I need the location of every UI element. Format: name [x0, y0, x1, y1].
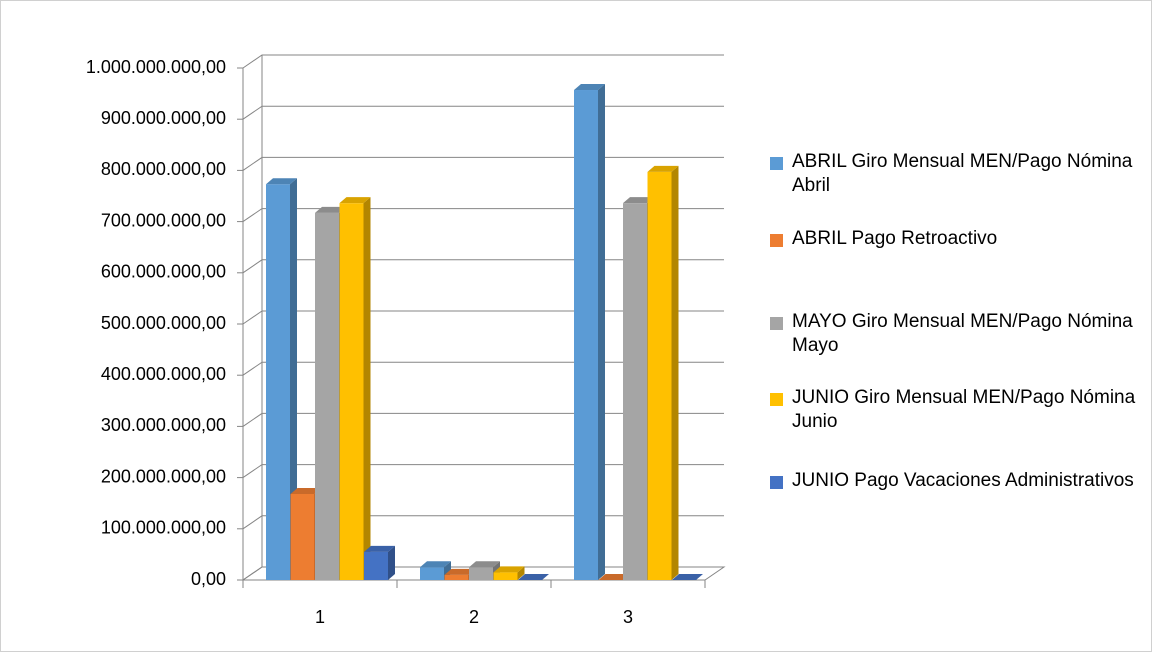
bar-front: [444, 574, 469, 580]
legend-label: MAYO Giro Mensual MEN/Pago Nómina Mayo: [792, 311, 1133, 356]
legend-entry: JUNIO Pago Vacaciones Administrativos: [770, 469, 1137, 493]
x-tick-label: 1: [315, 607, 325, 627]
y-tick-label: 800.000.000,00: [101, 159, 226, 179]
bar-top: [266, 178, 297, 185]
bar-side: [598, 84, 605, 581]
bar-front: [364, 551, 388, 580]
y-tick-label: 500.000.000,00: [101, 313, 226, 333]
bar-top: [315, 206, 346, 213]
bar-side: [388, 545, 395, 580]
bar-top: [623, 197, 654, 204]
legend-swatch: [770, 157, 783, 170]
y-tick-label: 100.000.000,00: [101, 518, 226, 538]
y-tick-label: 400.000.000,00: [101, 364, 226, 384]
x-tick-label: 3: [623, 607, 633, 627]
legend-label: JUNIO Pago Vacaciones Administrativos: [792, 470, 1134, 491]
bar-top: [672, 574, 703, 580]
legend-swatch: [770, 476, 783, 489]
x-tick-label: 2: [469, 607, 479, 627]
bar-front: [493, 572, 518, 580]
y-tick-label: 900.000.000,00: [101, 108, 226, 128]
bar-front: [266, 184, 290, 580]
bar-side: [363, 197, 371, 580]
bar-front: [290, 493, 315, 580]
legend-label: ABRIL Giro Mensual MEN/Pago Nómina Abril: [792, 151, 1133, 196]
bar-front: [574, 90, 598, 581]
bar-top: [290, 487, 322, 494]
bar-top: [364, 545, 395, 552]
grid-line: [242, 54, 724, 69]
bar-front: [339, 203, 364, 580]
legend-entry: JUNIO Giro Mensual MEN/Pago Nómina Junio: [770, 386, 1137, 434]
bar-top: [518, 574, 549, 580]
bar-top: [598, 574, 630, 580]
bar-top: [444, 568, 476, 575]
legend-entry: MAYO Giro Mensual MEN/Pago Nómina Mayo: [770, 310, 1137, 358]
y-tick-label: 600.000.000,00: [101, 262, 226, 282]
bar-top: [339, 197, 371, 204]
bar-top: [420, 561, 451, 568]
y-tick-label: 300.000.000,00: [101, 415, 226, 435]
bar-front: [647, 171, 672, 580]
y-tick-label: 700.000.000,00: [101, 210, 226, 230]
legend-label: JUNIO Giro Mensual MEN/Pago Nómina Junio: [792, 387, 1136, 432]
legend-label: ABRIL Pago Retroactivo: [792, 228, 998, 249]
bar-top: [574, 84, 605, 91]
legend-entry: ABRIL Pago Retroactivo: [770, 227, 1137, 251]
grid-line: [242, 310, 724, 325]
legend-swatch: [770, 234, 783, 247]
bar-side: [290, 178, 297, 580]
y-tick-label: 200.000.000,00: [101, 466, 226, 486]
bar-front: [469, 567, 493, 580]
y-tick-label: 1.000.000.000,00: [86, 57, 226, 77]
grid-line: [242, 566, 724, 581]
grid-line: [242, 259, 724, 274]
bar-side: [517, 566, 525, 580]
grid-line: [242, 361, 724, 376]
legend-entry: ABRIL Giro Mensual MEN/Pago Nómina Abril: [770, 150, 1137, 198]
bar-top: [647, 165, 679, 172]
legend-swatch: [770, 317, 783, 330]
grid-line: [242, 464, 724, 479]
bar-front: [623, 203, 647, 580]
bar-top: [469, 561, 500, 568]
bar-front: [420, 567, 444, 580]
bar-top: [493, 566, 525, 573]
grid-line: [242, 515, 724, 530]
grid-line: [242, 412, 724, 427]
y-tick-label: 0,00: [191, 569, 226, 589]
grid-line: [242, 105, 724, 120]
grid-line: [242, 208, 724, 223]
legend-swatch: [770, 393, 783, 406]
bar-side: [671, 165, 679, 580]
grid-line: [242, 156, 724, 171]
bar-front: [315, 212, 339, 580]
